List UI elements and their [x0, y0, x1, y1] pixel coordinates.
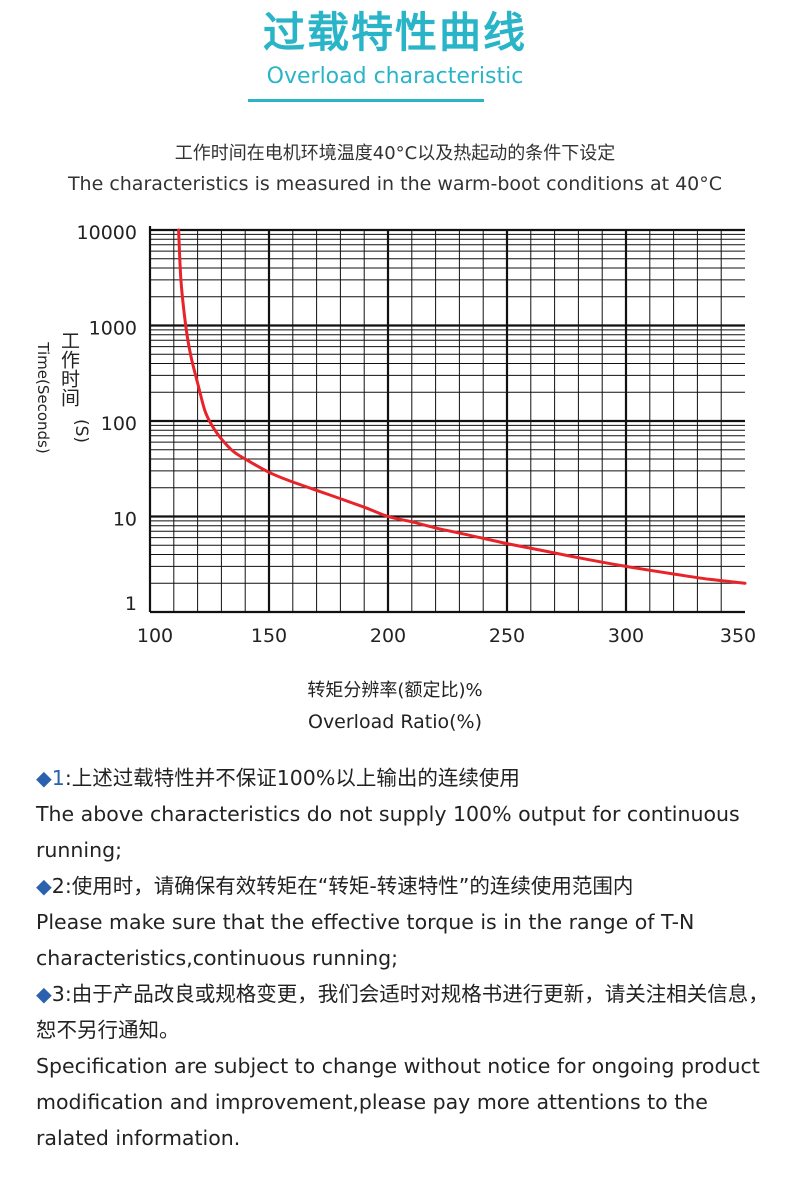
chart-axes — [148, 226, 745, 614]
y-tick-label: 100 — [101, 413, 137, 435]
x-axis-label-en: Overload Ratio(%) — [307, 711, 482, 733]
overload-curve — [177, 228, 747, 585]
condition-text-zh: 工作时间在电机环境温度40°C以及热起动的条件下设定 — [174, 143, 616, 164]
note-3-en-a: Specification are subject to change with… — [36, 1054, 760, 1078]
note-number: 2 — [51, 874, 65, 898]
x-tick-label: 350 — [720, 625, 756, 647]
y-tick-label: 1000 — [89, 318, 137, 340]
note-1-en: The above characteristics do not supply … — [36, 802, 740, 862]
x-tick-label: 150 — [251, 625, 287, 647]
note-text: :使用时，请确保有效转矩在“转矩-转速特性”的连续使用范围内 — [64, 874, 634, 898]
y-tick-labels: 1 10 100 1000 10000 — [77, 222, 137, 615]
x-axis-label-zh: 转矩分辨率(额定比)% — [307, 680, 483, 701]
note-3-zh: ◆3:由于产品改良或规格变更，我们会适时对规格书进行更新，请关注相关信息，恕不另… — [36, 976, 776, 1048]
note-text: :由于产品改良或规格变更，我们会适时对规格书进行更新，请关注相关信息，恕不另行通… — [36, 982, 769, 1042]
notes-section: ◆1:上述过载特性并不保证100%以上输出的连续使用 The above cha… — [36, 760, 776, 1156]
note-text: :上述过载特性并不保证100%以上输出的连续使用 — [64, 766, 520, 790]
grid-major-lines — [150, 228, 745, 612]
title-underline — [248, 99, 484, 102]
condition-text-en: The characteristics is measured in the w… — [67, 173, 723, 195]
y-axis-label-zh: 工作时间 — [58, 331, 80, 407]
x-tick-labels: 100 150 200 250 300 350 — [137, 625, 756, 647]
y-axis-label-unit: (S) — [71, 419, 91, 443]
y-axis-label-en: Time(Seconds) — [34, 341, 52, 453]
bullet-diamond-icon: ◆ — [36, 982, 52, 1006]
note-number: 1 — [51, 766, 65, 790]
y-tick-label: 10000 — [77, 222, 137, 244]
bullet-diamond-icon: ◆ — [36, 874, 52, 898]
y-axis-label: 工作时间 (S) Time(Seconds) — [34, 331, 91, 454]
page-subtitle: Overload characteristic — [266, 64, 524, 89]
y-tick-label: 1 — [125, 593, 137, 615]
note-2-zh: ◆2:使用时，请确保有效转矩在“转矩-转速特性”的连续使用范围内 — [36, 868, 776, 904]
y-tick-label: 10 — [113, 509, 137, 531]
x-tick-label: 250 — [489, 625, 525, 647]
x-tick-label: 300 — [608, 625, 644, 647]
page-title: 过载特性曲线 — [262, 8, 527, 57]
overload-chart: 1 10 100 1000 10000 100 150 200 250 300 350 工作时间 … — [34, 222, 756, 647]
bullet-diamond-icon: ◆ — [36, 766, 52, 790]
x-tick-label: 100 — [137, 625, 173, 647]
note-number: 3 — [51, 982, 65, 1006]
x-tick-label: 200 — [370, 625, 406, 647]
note-3-en-b: modification and improvement,please pay … — [36, 1090, 708, 1150]
note-1-zh: ◆1:上述过载特性并不保证100%以上输出的连续使用 — [36, 760, 776, 796]
note-2-en: Please make sure that the effective torq… — [36, 910, 695, 970]
